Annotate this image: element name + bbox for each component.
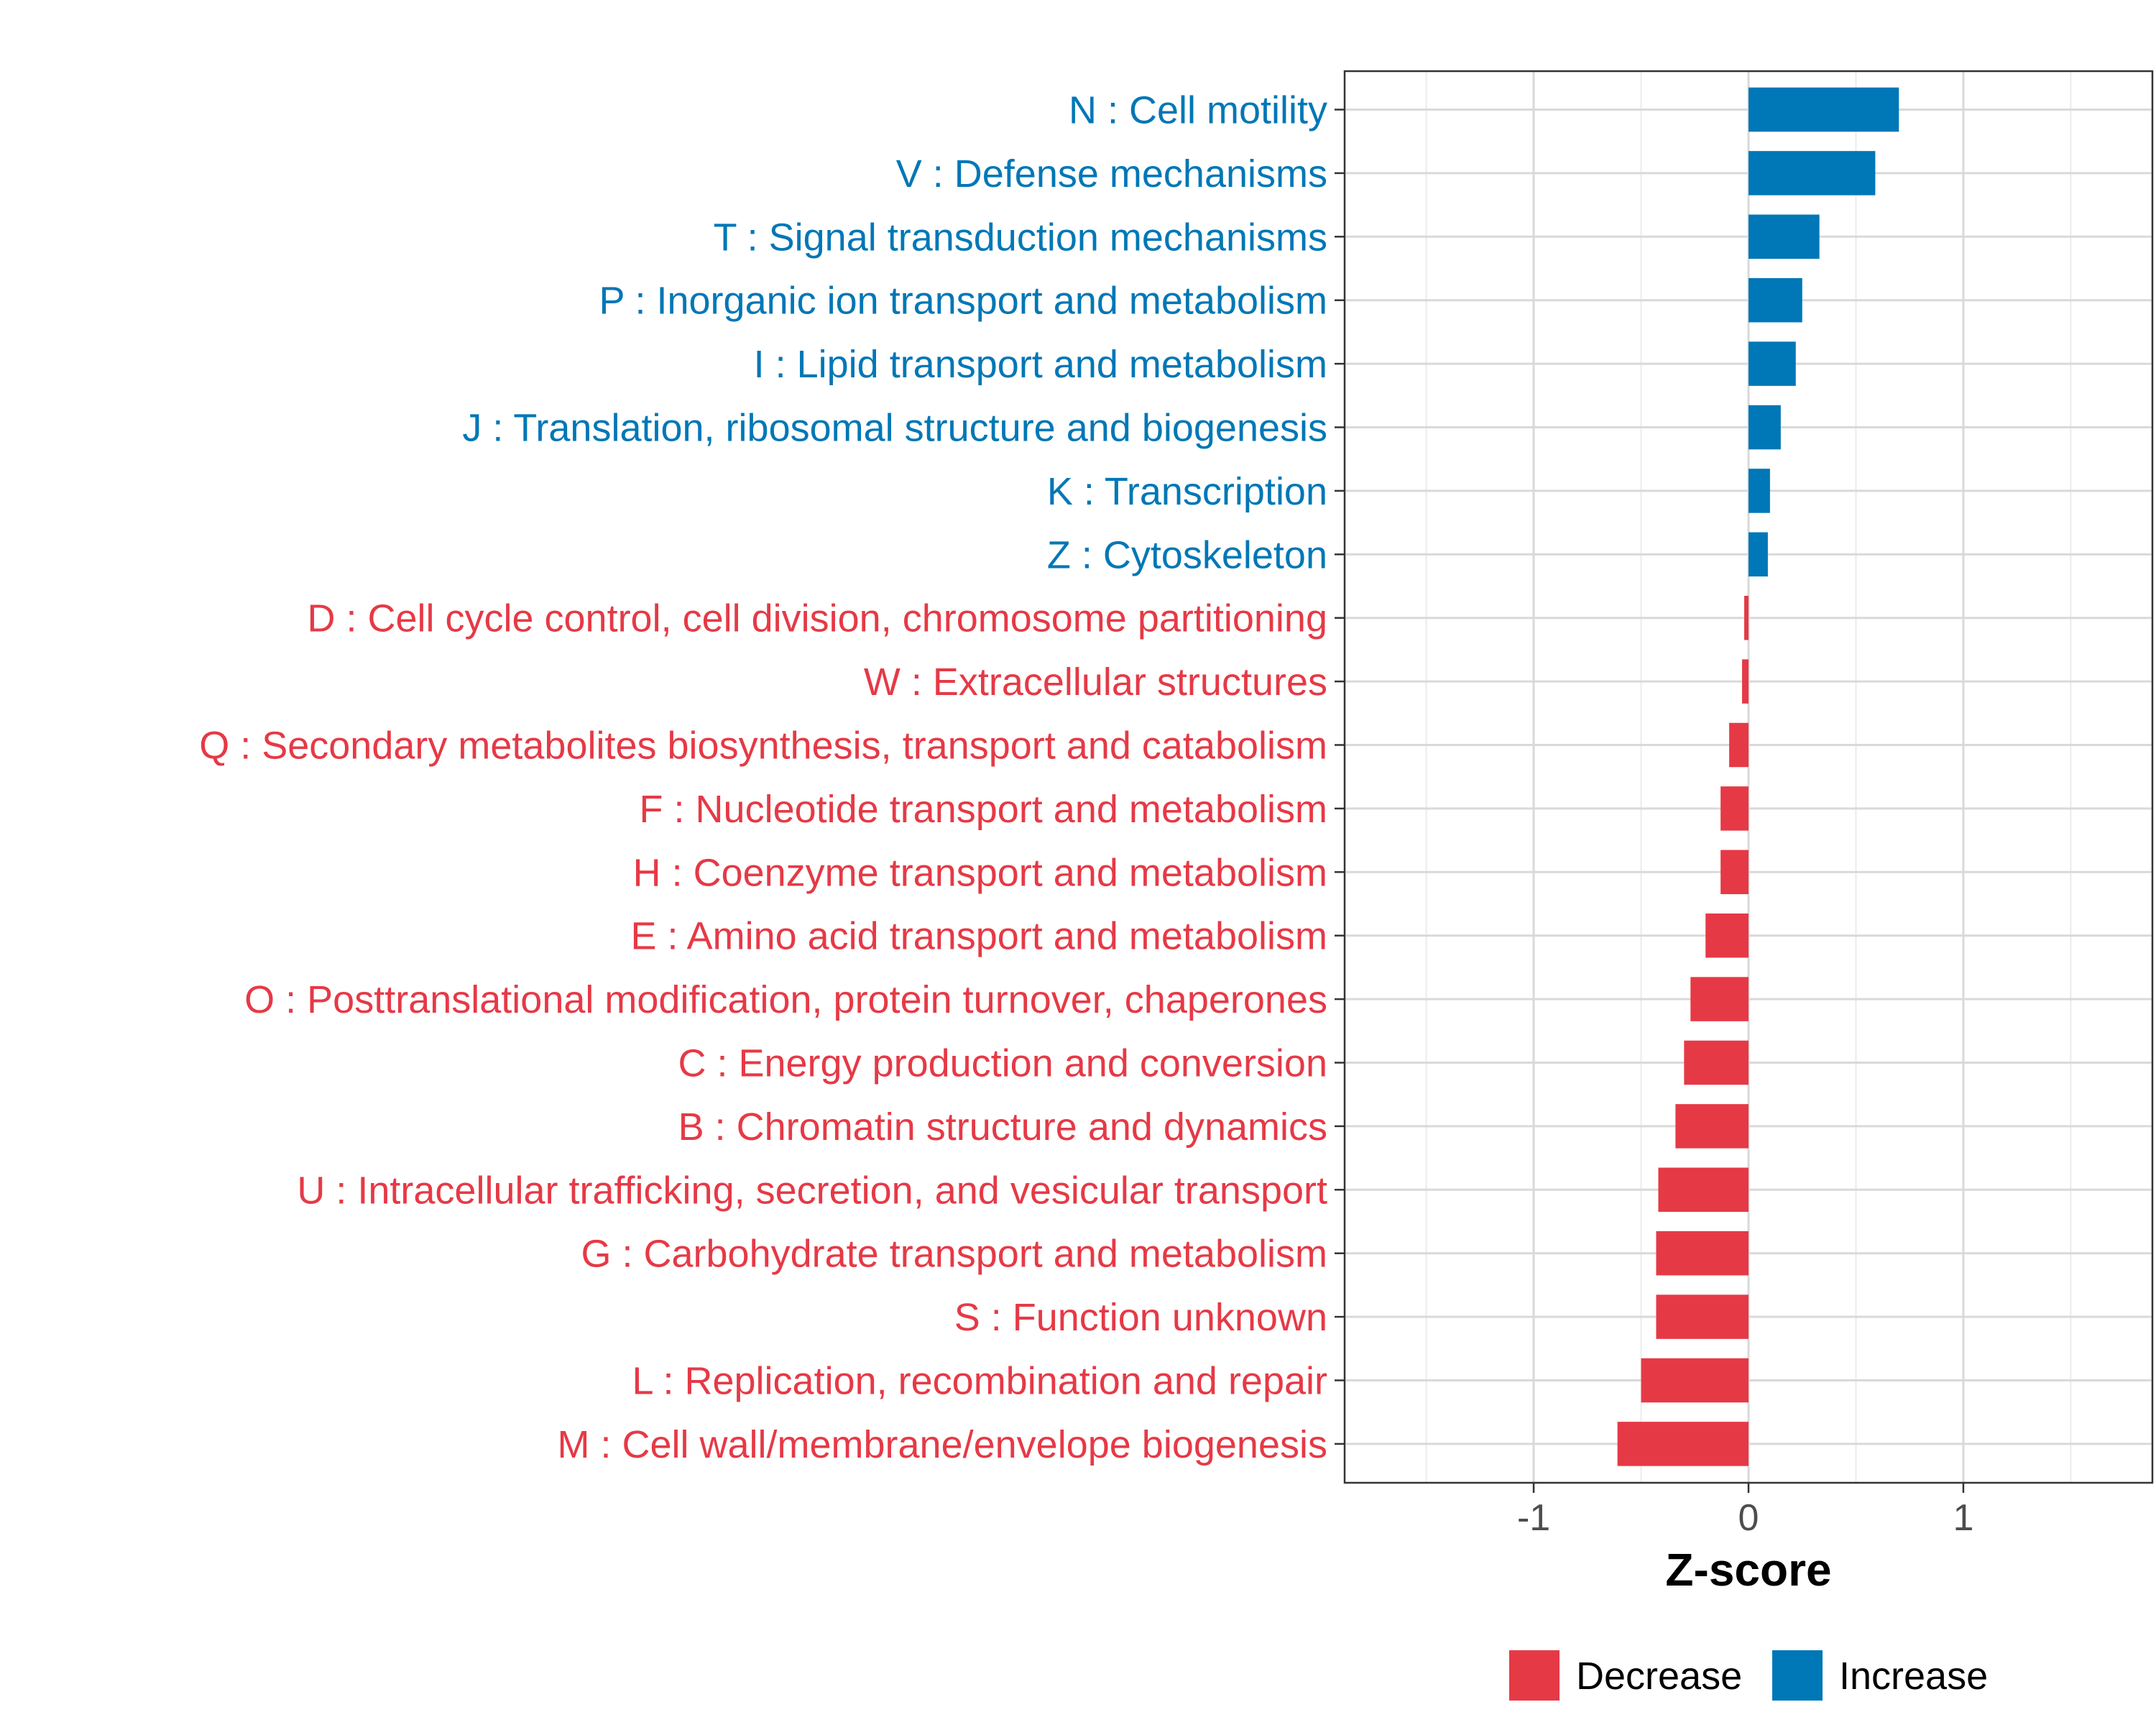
bar-z bbox=[1749, 532, 1768, 577]
category-label: U : Intracellular trafficking, secretion… bbox=[297, 1169, 1327, 1212]
category-label: H : Coenzyme transport and metabolism bbox=[633, 851, 1327, 894]
x-tick-label: 1 bbox=[1953, 1497, 1973, 1539]
bar-u bbox=[1658, 1167, 1749, 1213]
category-label: G : Carbohydrate transport and metabolis… bbox=[581, 1233, 1328, 1276]
x-axis-title: Z-score bbox=[1665, 1544, 1831, 1596]
bar-h bbox=[1720, 850, 1749, 895]
category-label: T : Signal transduction mechanisms bbox=[714, 216, 1327, 259]
category-label: P : Inorganic ion transport and metaboli… bbox=[599, 280, 1327, 323]
bar-o bbox=[1690, 977, 1749, 1021]
category-label: F : Nucleotide transport and metabolism bbox=[640, 788, 1327, 831]
category-label: D : Cell cycle control, cell division, c… bbox=[307, 597, 1327, 640]
bar-c bbox=[1684, 1040, 1749, 1085]
category-label: J : Translation, ribosomal structure and… bbox=[462, 407, 1327, 450]
category-label: Q : Secondary metabolites biosynthesis, … bbox=[199, 724, 1327, 768]
category-label: S : Function unknown bbox=[954, 1296, 1327, 1339]
category-label: I : Lipid transport and metabolism bbox=[754, 343, 1327, 386]
bar-l bbox=[1641, 1358, 1749, 1403]
legend-label-decrease: Decrease bbox=[1576, 1655, 1742, 1698]
bar-g bbox=[1656, 1230, 1749, 1276]
legend-key-decrease bbox=[1509, 1650, 1560, 1701]
bar-s bbox=[1656, 1294, 1749, 1339]
bar-f bbox=[1720, 786, 1749, 831]
bar-b bbox=[1675, 1104, 1749, 1149]
bar-p bbox=[1749, 277, 1802, 323]
category-label: K : Transcription bbox=[1047, 470, 1327, 513]
category-label: E : Amino acid transport and metabolism bbox=[631, 915, 1327, 958]
category-label: L : Replication, recombination and repai… bbox=[632, 1360, 1327, 1403]
bar-v bbox=[1749, 151, 1876, 196]
bar-e bbox=[1705, 913, 1749, 958]
x-axis: -1 0 1 bbox=[1517, 1483, 1973, 1539]
category-label: N : Cell motility bbox=[1069, 89, 1327, 132]
legend-label-increase: Increase bbox=[1839, 1655, 1988, 1698]
bar-t bbox=[1749, 214, 1820, 259]
bar-w bbox=[1742, 659, 1749, 704]
category-label: B : Chromatin structure and dynamics bbox=[678, 1105, 1327, 1149]
legend-key-increase bbox=[1772, 1650, 1823, 1701]
x-tick-label: 0 bbox=[1738, 1497, 1759, 1539]
bar-j bbox=[1749, 405, 1781, 450]
bar-i bbox=[1749, 341, 1796, 386]
category-label: Z : Cytoskeleton bbox=[1047, 533, 1327, 576]
legend: Decrease Increase bbox=[1509, 1650, 1988, 1701]
category-label: C : Energy production and conversion bbox=[678, 1042, 1327, 1085]
bar-d bbox=[1744, 595, 1749, 640]
bar-q bbox=[1729, 722, 1749, 768]
bar-layer bbox=[1617, 87, 1899, 1466]
category-label: V : Defense mechanisms bbox=[896, 152, 1327, 196]
x-tick-label: -1 bbox=[1517, 1497, 1550, 1539]
category-label: W : Extracellular structures bbox=[864, 661, 1327, 704]
bar-m bbox=[1617, 1422, 1749, 1466]
category-label: O : Posttranslational modification, prot… bbox=[244, 978, 1327, 1021]
category-label: M : Cell wall/membrane/envelope biogenes… bbox=[557, 1423, 1327, 1466]
bar-k bbox=[1749, 469, 1770, 513]
bar-n bbox=[1749, 87, 1899, 132]
y-axis: N : Cell motility V : Defense mechanisms T… bbox=[199, 89, 1345, 1466]
